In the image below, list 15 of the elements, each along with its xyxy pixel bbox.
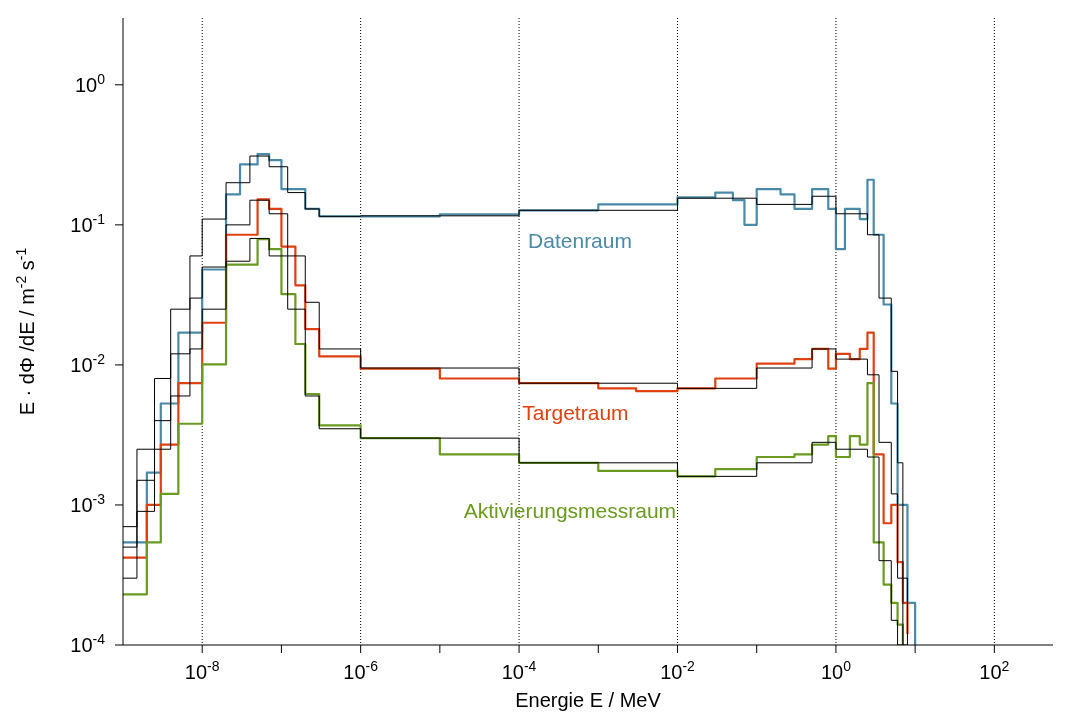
y-tick-label: 10$^{-1}$ bbox=[70, 210, 106, 236]
x-axis-title: Energie E / MeV bbox=[515, 689, 662, 711]
x-tick-label: 10$^{-4}$ bbox=[501, 658, 537, 683]
x-tick-label: 10$^{-6}$ bbox=[343, 658, 379, 683]
x-tick-label: 10$^{-2}$ bbox=[660, 658, 696, 683]
x-tick-label: 10$^{0}$ bbox=[820, 658, 852, 683]
y-tick-label: 10$^{-4}$ bbox=[70, 631, 106, 656]
x-tick-label: 10$^{2}$ bbox=[979, 658, 1010, 683]
y-tick-label: 10$^{-2}$ bbox=[70, 350, 106, 376]
y-tick-label: 10$^{-3}$ bbox=[70, 490, 106, 516]
x-tick-label: 10$^{-8}$ bbox=[184, 658, 220, 683]
y-tick-label: 10$^{0}$ bbox=[74, 70, 106, 96]
series-label: Aktivierungsmessraum bbox=[463, 499, 677, 524]
series-label: Datenraum bbox=[528, 228, 632, 253]
series-label: Targetraum bbox=[522, 401, 629, 426]
